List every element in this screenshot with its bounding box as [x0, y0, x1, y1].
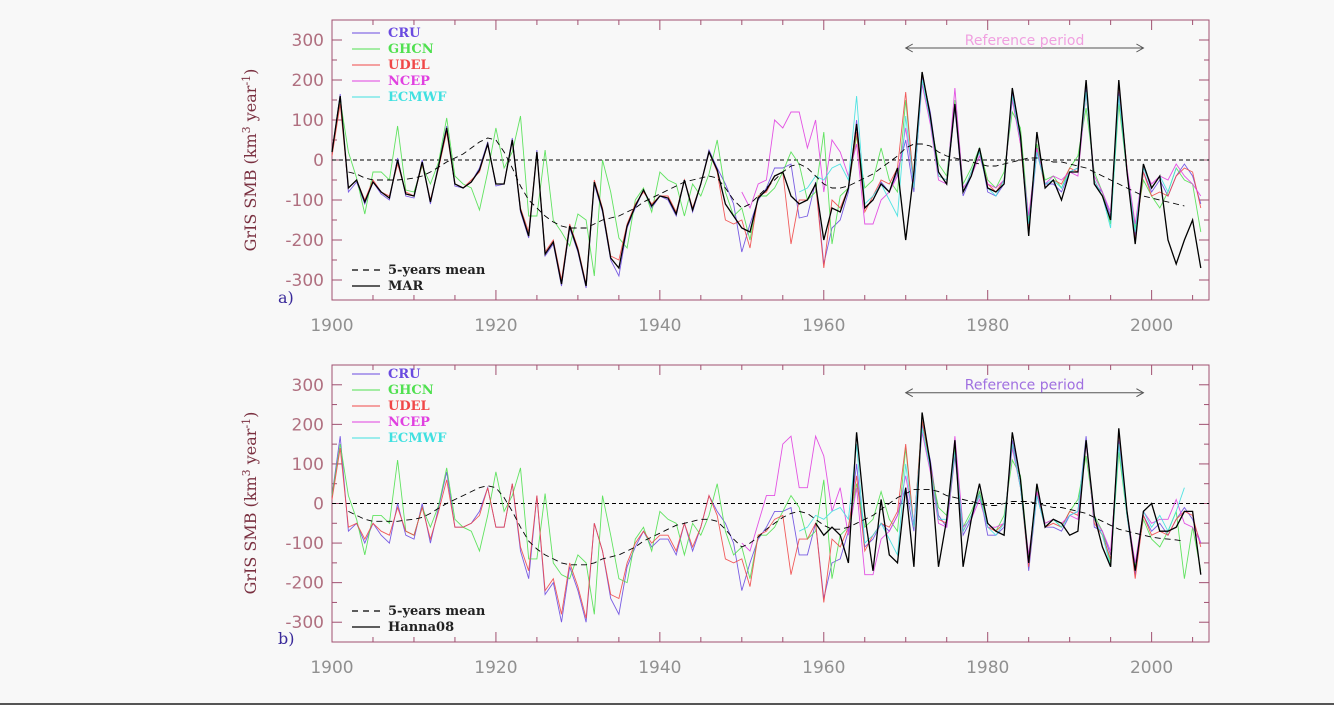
y-tick-label: -300: [285, 271, 324, 291]
y-axis-label-part: -1: [240, 418, 253, 429]
x-tick-label: 1920: [474, 316, 517, 336]
y-axis-label: GrIS SMB (km3 year-1): [240, 412, 260, 595]
y-tick-label: 0: [313, 495, 324, 515]
x-tick-label: 1940: [638, 658, 681, 678]
legend-label: CRU: [388, 367, 421, 382]
reference-arrowhead-left: [904, 43, 913, 53]
y-axis-label-part: -1: [240, 75, 253, 86]
legend-label: MAR: [388, 279, 423, 294]
y-axis-label-part: GrIS SMB (km: [241, 476, 260, 594]
x-tick-label: 1980: [966, 316, 1009, 336]
legend-label: NCEP: [388, 74, 430, 89]
reference-arrowhead-right: [1136, 43, 1145, 53]
y-axis-label-part: 3: [240, 469, 253, 476]
y-tick-label: -100: [285, 191, 324, 211]
legend-label: CRU: [388, 26, 421, 41]
y-tick-label: 300: [292, 376, 324, 396]
legend-label: UDEL: [388, 58, 430, 73]
series-line-cru: [331, 424, 1202, 623]
y-axis-label-part: ): [241, 69, 260, 75]
legend-label: GHCN: [388, 383, 434, 398]
series-line-hanna08: [815, 412, 1202, 575]
x-tick-label: 1900: [310, 658, 353, 678]
reference-arrowhead-left: [904, 388, 913, 398]
y-axis-label-part: year: [241, 85, 260, 126]
legend-label: GHCN: [388, 42, 434, 57]
panel-label: a): [278, 288, 294, 307]
panel-b: -300 -200 -100 0 100 200 300 1900 1920 1940 1960 19…: [240, 364, 1210, 678]
y-tick-label: -200: [285, 574, 324, 594]
y-tick-label: 100: [292, 111, 324, 131]
series-line-ghcn: [331, 420, 1202, 615]
x-tick-label: 1920: [474, 658, 517, 678]
legend-label: 5-years mean: [388, 263, 486, 278]
x-tick-label: 1980: [966, 658, 1009, 678]
x-tick-label: 1960: [802, 658, 845, 678]
x-tick-label: 2000: [1130, 658, 1173, 678]
y-axis-label: GrIS SMB (km3 year-1): [240, 69, 260, 252]
legend-label: ECMWF: [388, 431, 447, 446]
y-axis-label-part: year: [241, 428, 260, 469]
legend-label: ECMWF: [388, 90, 447, 105]
legend-label: UDEL: [388, 399, 430, 414]
series-line-mar: [331, 71, 1202, 287]
reference-period-label: Reference period: [965, 33, 1085, 49]
series-line-ecmwf: [799, 79, 1177, 233]
x-tick-label: 1900: [310, 316, 353, 336]
y-tick-label: -300: [285, 613, 324, 633]
series-line-ghcn: [331, 71, 1202, 277]
y-axis-label-part: 3: [240, 126, 253, 133]
series-line-udel: [331, 420, 1202, 619]
y-axis-label-part: ): [241, 412, 260, 418]
y-tick-label: 200: [292, 415, 324, 435]
reference-arrowhead-right: [1136, 388, 1145, 398]
x-tick-label: 1960: [802, 316, 845, 336]
y-tick-label: 200: [292, 71, 324, 91]
y-tick-label: 100: [292, 455, 324, 475]
series-line-5-years-mean: [348, 485, 1185, 566]
y-tick-label: 300: [292, 31, 324, 51]
y-tick-label: -200: [285, 231, 324, 251]
reference-period-label: Reference period: [965, 378, 1085, 394]
series-line-5-years-mean: [348, 137, 1185, 229]
bottom-rule: [0, 703, 1334, 705]
panel-label: b): [278, 629, 294, 648]
series-line-ecmwf: [799, 428, 1185, 571]
legend-label: NCEP: [388, 415, 430, 430]
x-tick-label: 2000: [1130, 316, 1173, 336]
series-line-cru: [331, 75, 1202, 289]
x-tick-label: 1940: [638, 316, 681, 336]
legend-label: 5-years mean: [388, 604, 486, 619]
panel-a: -300 -200 -100 0 100 200 300 1900 1920 1940 1960 19…: [240, 19, 1210, 336]
y-axis-label-part: GrIS SMB (km: [241, 133, 260, 251]
y-tick-label: 0: [313, 151, 324, 171]
legend-label: Hanna08: [388, 620, 454, 635]
y-tick-label: -100: [285, 534, 324, 554]
